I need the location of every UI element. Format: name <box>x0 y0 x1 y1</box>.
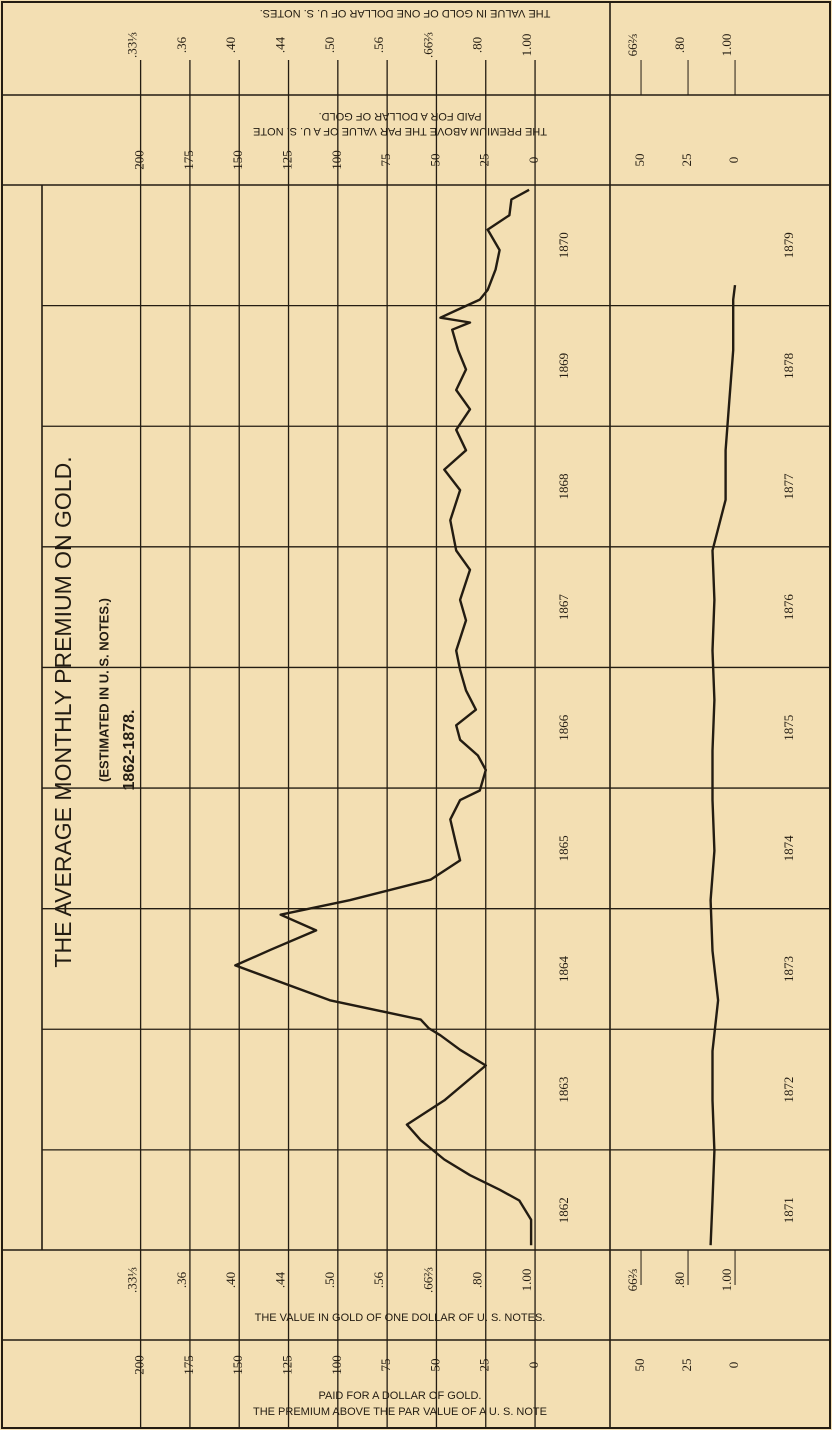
year-label: 1864 <box>556 955 571 982</box>
year-label: 1873 <box>781 956 796 982</box>
gold-tick-label: .36 <box>174 36 189 53</box>
gold-tick-label: .50 <box>322 1272 337 1288</box>
premium-tick-label: 0 <box>526 1362 541 1369</box>
chart-subtitle: (ESTIMATED IN U. S. NOTES.) <box>96 598 111 782</box>
gold-tick-label: .44 <box>273 36 288 53</box>
chart-title: THE AVERAGE MONTHLY PREMIUM ON GOLD. <box>50 456 76 967</box>
year-label: 1870 <box>556 232 571 258</box>
gold-tick-label: .36 <box>174 1271 189 1288</box>
gold-tick-label: 1.00 <box>719 34 734 57</box>
premium-axis-title: PAID FOR A DOLLAR OF GOLD. <box>318 110 481 122</box>
year-label: 1877 <box>781 473 796 500</box>
premium-tick-label: 125 <box>280 150 295 170</box>
premium-tick-label: 25 <box>477 154 492 167</box>
gold-tick-label: .80 <box>672 37 687 53</box>
year-label: 1876 <box>781 594 796 621</box>
premium-tick-label: 75 <box>378 1359 393 1372</box>
premium-tick-label: 25 <box>679 154 694 167</box>
premium-tick-label: 200 <box>132 1355 147 1375</box>
gold-tick-label: .50 <box>322 37 337 53</box>
gold-tick-label: .66⅔ <box>420 32 435 58</box>
gold-tick-label: .33⅓ <box>125 1267 140 1293</box>
premium-tick-label: 125 <box>280 1355 295 1375</box>
gold-tick-label: .44 <box>273 1271 288 1288</box>
premium-tick-label: 100 <box>329 1355 344 1375</box>
year-label: 1867 <box>556 594 571 621</box>
premium-tick-label: 25 <box>477 1359 492 1372</box>
year-label: 1879 <box>781 232 796 258</box>
year-label: 1865 <box>556 835 571 861</box>
gold-tick-label: .40 <box>223 37 238 53</box>
premium-axis-title: PAID FOR A DOLLAR OF GOLD. <box>318 1390 481 1402</box>
gold-tick-label: 66⅔ <box>625 33 640 56</box>
year-label: 1878 <box>781 353 796 379</box>
year-label: 1868 <box>556 474 571 500</box>
gold-tick-label: 1.00 <box>519 34 534 57</box>
year-label: 1874 <box>781 835 796 862</box>
premium-axis-title: THE PREMIUM ABOVE THE PAR VALUE OF A U. … <box>253 125 547 137</box>
gold-tick-label: .66⅔ <box>420 1267 435 1293</box>
premium-tick-label: 175 <box>181 1355 196 1375</box>
premium-tick-label: 150 <box>230 150 245 170</box>
premium-tick-label: 175 <box>181 150 196 170</box>
premium-axis-title: THE PREMIUM ABOVE THE PAR VALUE OF A U. … <box>253 1406 547 1418</box>
year-label: 1872 <box>781 1077 796 1103</box>
premium-tick-label: 200 <box>132 150 147 170</box>
premium-tick-label: 75 <box>378 154 393 167</box>
premium-tick-label: 0 <box>726 157 741 164</box>
premium-line <box>234 188 533 1246</box>
premium-line <box>709 284 737 1246</box>
year-label: 1866 <box>556 714 571 741</box>
gold-tick-label: .56 <box>371 1271 386 1288</box>
premium-tick-label: 50 <box>632 154 647 167</box>
year-label: 1871 <box>781 1197 796 1223</box>
gold-axis-title: THE VALUE IN GOLD OF ONE DOLLAR OF U. S.… <box>255 1312 546 1324</box>
premium-tick-label: 50 <box>427 1359 442 1372</box>
gold-axis-title: THE VALUE IN GOLD OF ONE DOLLAR OF U. S.… <box>260 7 551 19</box>
gold-tick-label: 1.00 <box>519 1269 534 1292</box>
year-label: 1863 <box>556 1077 571 1103</box>
gold-tick-label: 1.00 <box>719 1269 734 1292</box>
year-label: 1875 <box>781 715 796 741</box>
gold-tick-label: .80 <box>470 1272 485 1288</box>
gold-tick-label: 66⅔ <box>625 1268 640 1291</box>
premium-tick-label: 50 <box>632 1359 647 1372</box>
gold-tick-label: .56 <box>371 36 386 53</box>
premium-tick-label: 50 <box>427 154 442 167</box>
premium-tick-label: 0 <box>526 157 541 164</box>
year-label: 1869 <box>556 353 571 379</box>
year-label: 1862 <box>556 1197 571 1223</box>
premium-tick-label: 100 <box>329 150 344 170</box>
gold-tick-label: .80 <box>672 1272 687 1288</box>
gold-tick-label: .33⅓ <box>125 32 140 58</box>
gold-tick-label: .40 <box>223 1272 238 1288</box>
premium-tick-label: 25 <box>679 1359 694 1372</box>
gold-tick-label: .80 <box>470 37 485 53</box>
chart-period: 1862-1878. <box>121 710 138 791</box>
premium-tick-label: 0 <box>726 1362 741 1369</box>
premium-tick-label: 150 <box>230 1355 245 1375</box>
